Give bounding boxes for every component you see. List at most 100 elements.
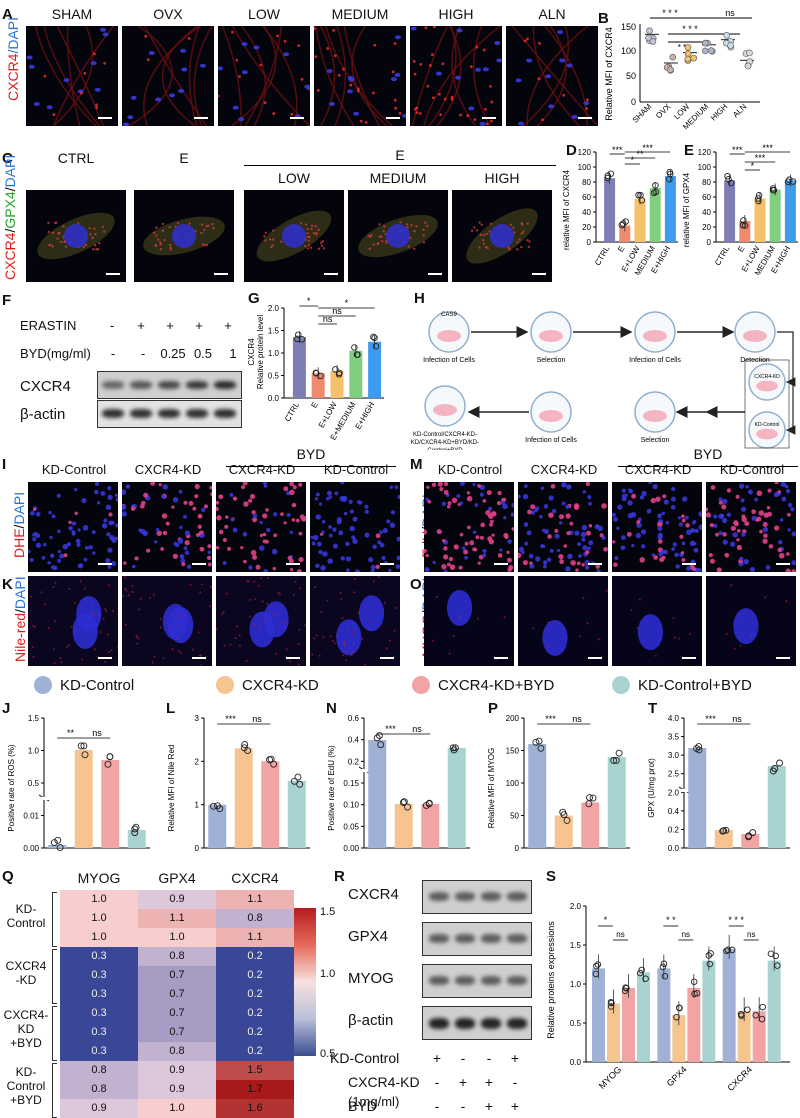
data-point xyxy=(723,947,730,955)
micrograph xyxy=(134,190,234,282)
chart-g: CXCR4 Relative protein level 2.0 1.5 1.0 0.… xyxy=(247,296,384,440)
panel-i-title: KD-Control xyxy=(41,462,107,477)
y-tick-label: 150 xyxy=(506,747,520,756)
workflow-step-label: Detection xyxy=(740,357,770,364)
blot-band xyxy=(481,976,501,985)
panel-r-blot-label: MYOG xyxy=(348,970,394,987)
y-tick-label: 0 xyxy=(195,844,200,853)
data-point xyxy=(77,742,85,750)
significance-label: * xyxy=(345,298,349,308)
y-tick-label: 1.0 xyxy=(28,747,40,756)
legend-item: CXCR4-KD+BYD xyxy=(412,676,554,694)
data-point xyxy=(290,777,298,785)
micrograph xyxy=(122,482,212,572)
significance-label: ** xyxy=(636,149,644,159)
significance-label: ns xyxy=(92,728,102,738)
panel-a-title: HIGH xyxy=(438,6,474,22)
panel-r-row-value: - xyxy=(512,1074,518,1090)
data-point xyxy=(317,372,324,380)
blot-band xyxy=(429,934,449,943)
significance-label: ns xyxy=(252,714,262,724)
chart-b-point xyxy=(744,62,752,70)
y-tick-label: 2.0 xyxy=(268,304,280,313)
heatmap-cell: 0.2 xyxy=(216,1023,294,1042)
data-point xyxy=(399,799,407,807)
heatmap-bracket xyxy=(52,949,57,1004)
panel-a-title: OVX xyxy=(153,6,183,22)
panel-letter-m: M xyxy=(410,456,423,473)
significance-label: ns xyxy=(732,714,742,724)
panel-r-row-value: + xyxy=(510,1098,520,1114)
workflow-label: CAS9 xyxy=(441,312,457,318)
data-point xyxy=(372,343,380,350)
y-tick-label: 100 xyxy=(698,163,712,172)
panel-f-row1-value: + xyxy=(224,318,232,333)
bar xyxy=(394,804,413,848)
blot-band xyxy=(455,934,475,943)
data-point xyxy=(270,760,278,768)
y-tick-label: 0.0 xyxy=(268,394,280,403)
blot-band xyxy=(507,1018,527,1029)
panel-r-row-label: KD-Control xyxy=(330,1050,400,1066)
data-point xyxy=(585,800,593,808)
data-point xyxy=(131,825,139,833)
significance-label: * xyxy=(751,161,755,171)
heatmap-cell: 0.7 xyxy=(138,985,216,1004)
bar xyxy=(672,1015,686,1062)
legend-item: KD-Control+BYD xyxy=(612,676,752,694)
y-tick-label: 50 xyxy=(510,812,519,821)
heatmap-column-label: GPX4 xyxy=(158,870,196,886)
chart-b-ytick: 50 xyxy=(626,71,636,81)
heatmap-cell: 0.9 xyxy=(138,1080,216,1099)
western-blot xyxy=(422,964,532,998)
heatmap-row-group-label: KD- Control xyxy=(6,902,46,930)
micrograph xyxy=(122,576,212,666)
data-point xyxy=(652,188,660,196)
bar xyxy=(722,948,736,1062)
data-point xyxy=(636,969,644,977)
micrograph xyxy=(216,482,306,572)
bar xyxy=(784,180,796,242)
y-tick-label: 4.0 xyxy=(668,714,680,723)
chart-b-point xyxy=(707,47,715,54)
bar xyxy=(622,987,635,1062)
y-tick-label: 0 xyxy=(587,238,592,247)
workflow-final-label: KD/CXCR4-KD+BYD/KD- xyxy=(411,440,480,446)
blot-band xyxy=(102,381,124,389)
data-point xyxy=(132,823,140,831)
bar xyxy=(581,802,600,848)
panel-r-row-value: - xyxy=(460,1050,466,1066)
bar xyxy=(330,371,344,398)
micrograph xyxy=(348,190,448,282)
bar xyxy=(688,748,707,848)
micrograph xyxy=(310,482,400,572)
bar xyxy=(528,744,547,848)
panel-c-title: E xyxy=(179,150,189,166)
data-point xyxy=(335,371,343,378)
y-tick-label: 100 xyxy=(506,779,520,788)
chart-b-point xyxy=(690,54,697,62)
heatmap-cell: 0.8 xyxy=(60,1061,138,1080)
chart-b-point xyxy=(701,47,709,55)
data-point xyxy=(759,1003,766,1011)
panel-letter-g: G xyxy=(248,290,260,307)
data-point xyxy=(295,331,302,339)
blot-band xyxy=(481,892,501,901)
data-point xyxy=(705,952,713,959)
micrograph xyxy=(424,576,514,666)
blot-band xyxy=(455,976,475,985)
data-point xyxy=(724,946,732,954)
data-point xyxy=(740,217,747,224)
micrograph xyxy=(314,26,406,126)
data-point xyxy=(377,741,385,749)
heatmap-cell: 0.3 xyxy=(60,1004,138,1023)
panel-r-row-value: + xyxy=(432,1050,442,1066)
panel-f-row1-value: - xyxy=(109,318,115,333)
bar xyxy=(127,830,146,848)
micrograph xyxy=(518,482,608,572)
chart-n: Positive rate of EdU (%) 0.6 0.4 0.2 0.15 0.1… xyxy=(327,714,470,853)
micrograph xyxy=(26,190,126,282)
chart-b-sig: * * * xyxy=(682,24,698,34)
significance-label: *** xyxy=(762,143,773,153)
workflow-diagram: CAS9 Infection of Cells Selection Infection… xyxy=(411,311,796,450)
